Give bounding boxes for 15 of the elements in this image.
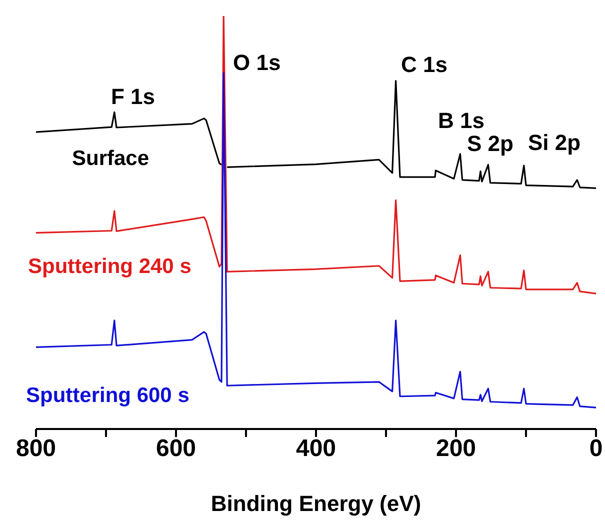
annotation: F 1s [111, 84, 156, 109]
annotation: B 1s [438, 108, 484, 133]
annotation: O 1s [233, 50, 281, 75]
series-label: Sputtering 240 s [28, 254, 192, 278]
x-tick-label: 200 [436, 435, 476, 462]
annotation: S 2p [467, 131, 514, 156]
x-axis-title: Binding Energy (eV) [210, 491, 422, 516]
series-label: Surface [72, 147, 150, 170]
x-tick-label: 600 [156, 435, 196, 462]
annotation: Si 2p [528, 130, 581, 155]
x-tick-label: 0 [589, 435, 603, 462]
x-tick-label: 800 [16, 435, 56, 462]
x-tick-label: 400 [296, 435, 336, 462]
series-label: Sputtering 600 s [26, 384, 190, 408]
annotation: C 1s [401, 52, 448, 77]
